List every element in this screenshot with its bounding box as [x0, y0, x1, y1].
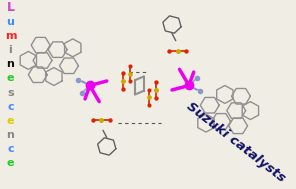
- Text: s: s: [7, 88, 14, 98]
- Text: e: e: [7, 116, 14, 126]
- Text: c: c: [7, 144, 14, 154]
- Text: e: e: [7, 159, 14, 168]
- Text: n: n: [7, 130, 14, 140]
- Text: i: i: [9, 45, 12, 55]
- Text: m: m: [5, 31, 16, 41]
- Text: L: L: [7, 1, 15, 14]
- Text: u: u: [7, 17, 14, 27]
- Text: n: n: [7, 59, 14, 69]
- Text: Suzuki catalysts: Suzuki catalysts: [184, 100, 288, 185]
- Text: e: e: [7, 73, 14, 83]
- Text: c: c: [7, 102, 14, 112]
